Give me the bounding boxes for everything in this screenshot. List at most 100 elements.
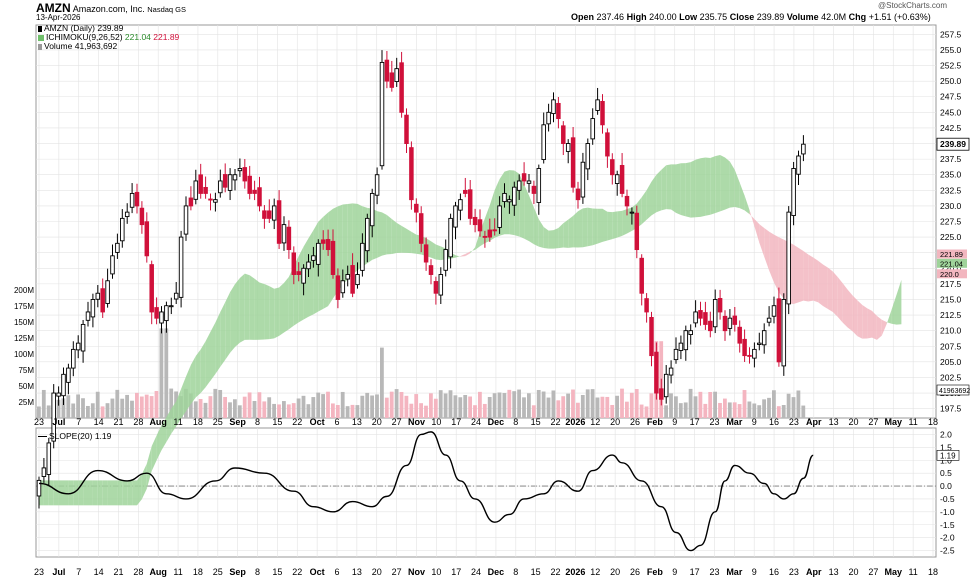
- volume-bar: [135, 392, 139, 418]
- cloud-segment: [612, 211, 618, 240]
- chg-value: +1.51 (+0.63%): [868, 12, 931, 22]
- price-tick-label: 250.0: [940, 76, 962, 86]
- volume-bar: [747, 401, 752, 418]
- volume-bar: [487, 396, 492, 418]
- x-tick-label: Nov: [408, 567, 425, 577]
- price-tick-label: 232.5: [940, 185, 962, 195]
- candlestick: [369, 192, 375, 227]
- x-tick-label: Sep: [229, 417, 246, 427]
- x-tick-label: 22: [551, 417, 561, 427]
- candlestick: [761, 330, 767, 346]
- price-tick-label: 245.0: [940, 107, 962, 117]
- x-tick-label: 8: [513, 417, 518, 427]
- candlestick: [193, 180, 199, 200]
- candlestick: [443, 249, 448, 271]
- candlestick: [531, 185, 537, 194]
- cloud-segment: [352, 203, 358, 275]
- x-tick-label: Mar: [726, 567, 743, 577]
- volume-bar: [556, 400, 561, 418]
- cloud-segment: [818, 260, 823, 307]
- cloud-segment: [97, 480, 103, 506]
- volume-bar: [159, 328, 164, 418]
- cloud-segment: [137, 474, 142, 506]
- cloud-segment: [205, 331, 211, 388]
- volume-bar: [541, 391, 546, 418]
- cloud-segment: [641, 190, 647, 225]
- open-value: 237.46: [596, 12, 625, 22]
- cloud-segment: [151, 435, 157, 472]
- x-tick-label: 25: [213, 567, 223, 577]
- cloud-segment: [896, 279, 902, 325]
- cloud-segment: [102, 480, 108, 506]
- candlestick: [796, 155, 801, 175]
- volume-bar: [331, 403, 335, 418]
- candlestick: [232, 174, 238, 181]
- volume-bar: [458, 397, 463, 418]
- cloud-segment: [872, 310, 877, 340]
- cloud-segment: [793, 244, 799, 305]
- volume-tick-label: 50M: [18, 382, 34, 391]
- slope-tick-label: 1.5: [940, 442, 952, 452]
- candlestick: [95, 292, 101, 300]
- cloud-segment: [749, 210, 755, 227]
- candlestick: [428, 265, 434, 275]
- x-tick-label: 28: [133, 567, 143, 577]
- price-tick-label: 205.0: [940, 357, 962, 367]
- x-tick-label: 16: [769, 567, 779, 577]
- volume-bar: [154, 390, 159, 418]
- volume-bar: [669, 393, 673, 418]
- price-tick-label: 215.0: [940, 294, 962, 304]
- cloud-segment: [313, 221, 319, 315]
- volume-bar: [110, 398, 115, 418]
- x-tick-label: 18: [193, 567, 203, 577]
- cloud-segment: [857, 300, 863, 339]
- cloud-segment: [715, 155, 721, 214]
- volume-bar: [277, 404, 281, 418]
- legend-volume: Volume 41,963,692: [38, 41, 117, 51]
- candlestick: [365, 217, 370, 252]
- volume-bar: [360, 395, 365, 418]
- watermark: @StockCharts.com: [878, 1, 948, 10]
- volume-bar: [267, 397, 272, 418]
- x-tick-label: 10: [431, 567, 441, 577]
- volume-bar: [340, 391, 345, 418]
- candlestick: [771, 305, 777, 317]
- candlestick: [487, 229, 493, 238]
- candlestick: [389, 72, 395, 88]
- volume-bar: [723, 398, 727, 418]
- volume-bar: [37, 406, 41, 418]
- candlestick: [61, 373, 66, 397]
- candlestick: [227, 174, 233, 191]
- candlestick: [717, 298, 723, 313]
- cloud-segment: [597, 208, 603, 244]
- candlestick: [340, 280, 346, 294]
- cloud-segment: [504, 170, 510, 235]
- candlestick: [316, 242, 321, 265]
- candlestick: [75, 342, 81, 351]
- volume-tick-label: 25M: [18, 398, 34, 407]
- cloud-segment: [176, 388, 182, 427]
- volume-bars: [37, 328, 806, 418]
- volume-bar: [286, 404, 291, 418]
- slope-tick-label: 0.5: [940, 468, 952, 478]
- volume-bar: [610, 404, 615, 418]
- volume-bar: [664, 405, 668, 418]
- candlestick: [766, 317, 772, 323]
- candlestick: [561, 125, 566, 144]
- cloud-segment: [83, 480, 88, 506]
- cloud-segment: [582, 207, 588, 248]
- volume-bar: [502, 393, 507, 418]
- x-tick-label: 9: [752, 417, 757, 427]
- x-tick-label: 18: [928, 567, 938, 577]
- volume-bar: [698, 391, 703, 418]
- candlestick: [507, 199, 512, 203]
- cloud-segment: [259, 282, 265, 340]
- candlestick: [56, 392, 61, 397]
- volume-bar: [625, 401, 629, 418]
- cloud-segment: [587, 207, 593, 247]
- price-tick-label: 202.5: [940, 372, 962, 382]
- volume-bar: [634, 389, 639, 418]
- cloud-segment: [676, 163, 681, 215]
- volume-tick-label: 125M: [14, 334, 34, 343]
- candlestick: [115, 242, 120, 253]
